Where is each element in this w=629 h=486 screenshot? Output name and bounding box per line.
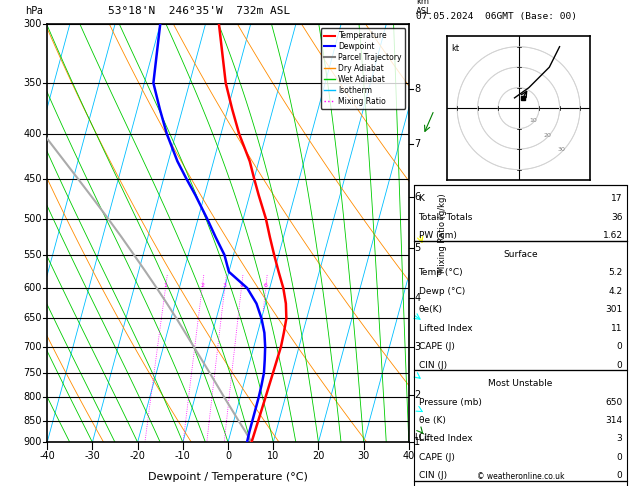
Text: 4.2: 4.2	[608, 287, 623, 296]
Text: K: K	[418, 194, 425, 204]
Text: hPa: hPa	[25, 6, 43, 16]
Text: 900: 900	[23, 437, 42, 447]
Text: 350: 350	[23, 78, 42, 88]
Text: -10: -10	[175, 451, 191, 461]
Text: 0: 0	[225, 451, 231, 461]
Text: 2: 2	[415, 390, 421, 400]
Text: 4: 4	[415, 294, 420, 303]
Text: 400: 400	[23, 129, 42, 139]
Bar	[414, 481, 627, 486]
Text: 20: 20	[312, 451, 325, 461]
Text: 500: 500	[23, 214, 42, 224]
Text: 550: 550	[23, 250, 42, 260]
Text: 600: 600	[23, 283, 42, 293]
Text: 3: 3	[415, 342, 420, 352]
Text: © weatheronline.co.uk: © weatheronline.co.uk	[477, 472, 564, 481]
Text: 5: 5	[415, 243, 421, 253]
Text: 650: 650	[605, 398, 623, 407]
Text: 300: 300	[23, 19, 42, 29]
Text: 0: 0	[617, 453, 623, 462]
Text: -40: -40	[39, 451, 55, 461]
Text: 0: 0	[617, 471, 623, 481]
Text: 5.2: 5.2	[608, 268, 623, 278]
Text: 10: 10	[529, 119, 537, 123]
Text: 0: 0	[617, 342, 623, 351]
Text: -20: -20	[130, 451, 145, 461]
Text: 850: 850	[23, 416, 42, 426]
Text: 7: 7	[415, 139, 421, 149]
Text: 800: 800	[23, 393, 42, 402]
Text: θe (K): θe (K)	[418, 416, 445, 425]
Text: LCL: LCL	[415, 433, 430, 442]
Text: 20: 20	[543, 133, 551, 138]
Text: 314: 314	[605, 416, 623, 425]
Text: 700: 700	[23, 342, 42, 352]
Text: -30: -30	[84, 451, 100, 461]
Text: 10: 10	[267, 451, 279, 461]
Text: Lifted Index: Lifted Index	[418, 324, 472, 333]
Text: Dewp (°C): Dewp (°C)	[418, 287, 465, 296]
Text: 8: 8	[415, 85, 420, 94]
Text: CIN (J): CIN (J)	[418, 361, 447, 370]
Text: CIN (J): CIN (J)	[418, 471, 447, 481]
Text: 53°18'N  246°35'W  732m ASL: 53°18'N 246°35'W 732m ASL	[108, 6, 290, 16]
Text: 750: 750	[23, 368, 42, 378]
Text: 1.62: 1.62	[603, 231, 623, 241]
Text: km
ASL: km ASL	[416, 0, 431, 16]
Text: 4: 4	[240, 283, 243, 288]
Text: 0: 0	[617, 361, 623, 370]
Text: 1: 1	[415, 437, 420, 447]
Text: Surface: Surface	[503, 250, 538, 259]
Bar	[414, 241, 627, 370]
Text: PW (cm): PW (cm)	[418, 231, 457, 241]
Text: 36: 36	[611, 213, 623, 222]
Legend: Temperature, Dewpoint, Parcel Trajectory, Dry Adiabat, Wet Adiabat, Isotherm, Mi: Temperature, Dewpoint, Parcel Trajectory…	[321, 28, 405, 109]
Text: Temp (°C): Temp (°C)	[418, 268, 463, 278]
Text: 6: 6	[264, 283, 268, 288]
Text: 11: 11	[611, 324, 623, 333]
Text: Dewpoint / Temperature (°C): Dewpoint / Temperature (°C)	[148, 471, 308, 482]
Text: 650: 650	[23, 313, 42, 324]
Text: 07.05.2024  06GMT (Base: 00): 07.05.2024 06GMT (Base: 00)	[416, 12, 577, 21]
Text: 6: 6	[415, 191, 420, 202]
Text: Lifted Index: Lifted Index	[418, 434, 472, 444]
Text: Most Unstable: Most Unstable	[488, 379, 553, 388]
Text: 2: 2	[200, 283, 204, 288]
Text: θe(K): θe(K)	[418, 305, 443, 314]
Text: Pressure (mb): Pressure (mb)	[418, 398, 481, 407]
Text: 450: 450	[23, 174, 42, 184]
Text: 30: 30	[558, 147, 565, 152]
Text: 40: 40	[403, 451, 415, 461]
Text: 3: 3	[223, 283, 227, 288]
Text: 17: 17	[611, 194, 623, 204]
Bar	[414, 185, 627, 241]
Text: kt: kt	[451, 44, 459, 53]
Bar	[414, 370, 627, 481]
Text: CAPE (J): CAPE (J)	[418, 453, 454, 462]
Text: 301: 301	[605, 305, 623, 314]
Text: 1: 1	[164, 283, 167, 288]
Text: 3: 3	[617, 434, 623, 444]
Text: 30: 30	[357, 451, 370, 461]
Text: Totals Totals: Totals Totals	[418, 213, 473, 222]
Text: CAPE (J): CAPE (J)	[418, 342, 454, 351]
Text: Mixing Ratio (g/kg): Mixing Ratio (g/kg)	[438, 193, 447, 273]
